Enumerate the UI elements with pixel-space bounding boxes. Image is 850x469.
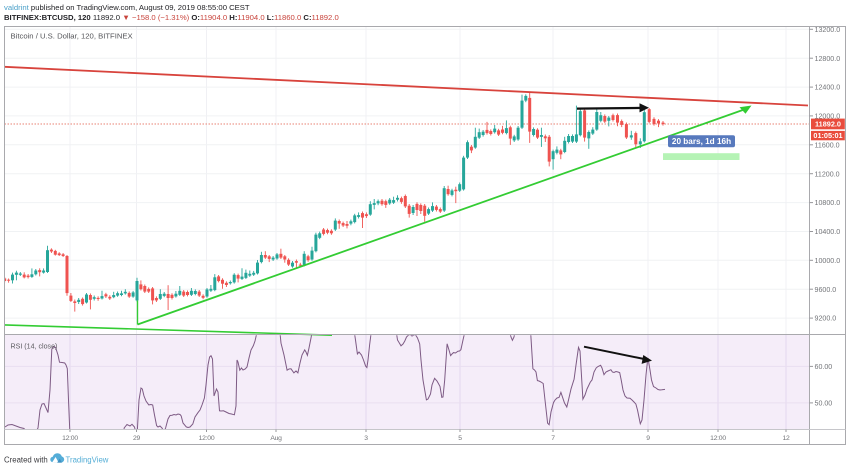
svg-text:10800.0: 10800.0 [815,199,841,207]
svg-text:Bitcoin / U.S. Dollar, 120, BI: Bitcoin / U.S. Dollar, 120, BITFINEX [11,32,133,41]
svg-text:7: 7 [551,435,555,442]
svg-text:12000.0: 12000.0 [815,113,841,121]
svg-text:BITFINEX:BTCUSD, 120 11892.0: BITFINEX:BTCUSD, 120 11892.0 ▼ −158.0 (−… [4,13,339,22]
svg-text:12: 12 [782,435,790,442]
svg-text:valdrint published on TradingV: valdrint published on TradingView.com, A… [4,3,250,12]
svg-text:11200.0: 11200.0 [815,170,840,178]
svg-text:3: 3 [364,435,368,442]
svg-text:10400.0: 10400.0 [815,228,841,236]
svg-text:9600.0: 9600.0 [815,286,837,294]
svg-text:9: 9 [646,435,650,442]
svg-text:12800.0: 12800.0 [815,55,841,63]
svg-text:TradingView: TradingView [66,455,109,464]
svg-text:60.00: 60.00 [815,363,833,371]
svg-text:9200.0: 9200.0 [815,315,837,323]
svg-text:11600.0: 11600.0 [815,141,840,149]
svg-text:50.00: 50.00 [815,400,833,408]
svg-text:10000.0: 10000.0 [815,257,841,265]
svg-text:01:05:01: 01:05:01 [813,131,842,140]
svg-text:RSI (14, close): RSI (14, close) [11,343,58,351]
svg-text:Created with: Created with [4,455,48,464]
svg-text:12:00: 12:00 [710,435,726,442]
svg-text:12:00: 12:00 [199,435,215,442]
svg-text:12400.0: 12400.0 [815,84,841,92]
svg-text:5: 5 [458,435,462,442]
svg-text:29: 29 [133,435,141,442]
svg-text:12:00: 12:00 [62,435,78,442]
svg-text:11892.0: 11892.0 [815,120,841,129]
svg-text:20 bars, 1d 16h: 20 bars, 1d 16h [672,137,731,146]
svg-text:13200.0: 13200.0 [815,26,841,34]
svg-text:Aug: Aug [270,435,282,442]
